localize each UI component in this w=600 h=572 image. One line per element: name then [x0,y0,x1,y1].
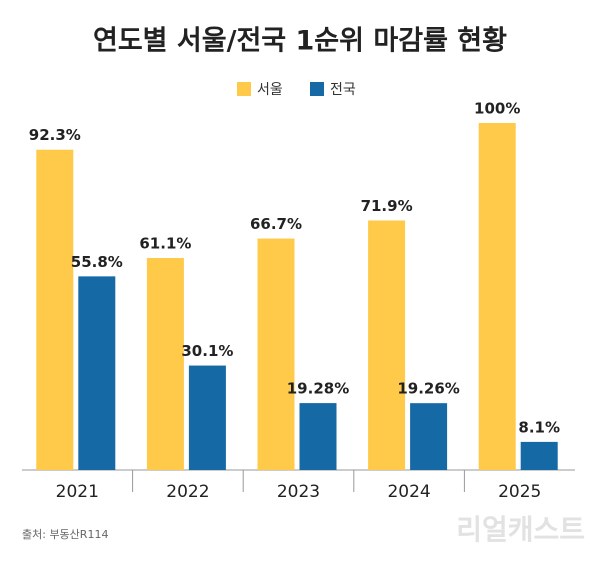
value-label: 8.1% [518,418,560,436]
value-label: 92.3% [29,126,81,144]
x-tick-label: 2021 [56,482,99,502]
chart-title: 연도별 서울/전국 1순위 마감률 현황 [93,26,507,57]
value-label: 71.9% [361,197,413,215]
bar [257,238,295,470]
value-label: 19.26% [397,380,459,398]
bar [188,365,226,470]
bar [410,403,448,470]
x-tick-label: 2022 [166,482,209,502]
value-label: 55.8% [71,253,123,271]
value-label: 19.28% [287,380,349,398]
value-label: 61.1% [139,234,191,252]
legend-label: 전국 [330,82,356,98]
legend-swatch [310,82,324,96]
value-label: 30.1% [181,342,233,360]
bar [478,123,516,470]
bar [78,276,116,470]
legend-swatch [237,82,251,96]
bar [36,149,74,470]
value-label: 100% [474,100,520,118]
bar [520,441,558,470]
legend-label: 서울 [257,82,283,98]
source: 출처: 부동산R114 [22,528,108,541]
value-label: 66.7% [250,215,302,233]
watermark: 리얼캐스트 [456,513,585,546]
bar [368,220,406,470]
bar [146,257,184,470]
bar [299,403,337,470]
x-tick-label: 2025 [498,482,541,502]
x-tick-label: 2023 [277,482,320,502]
x-tick-label: 2024 [387,482,430,502]
